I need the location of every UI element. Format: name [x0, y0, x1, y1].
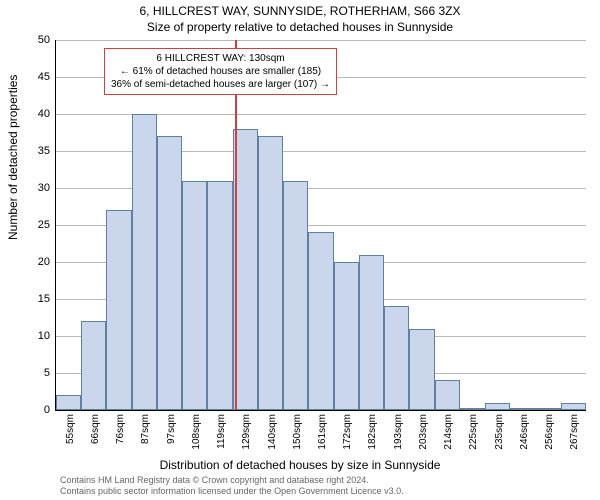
y-tick-label: 50: [38, 34, 50, 46]
x-tick-label: 119sqm: [216, 414, 227, 449]
gridline: [56, 40, 586, 41]
histogram-bar: [81, 321, 106, 410]
y-tick-label: 10: [38, 330, 50, 342]
x-tick-label: 256sqm: [544, 414, 555, 450]
histogram-bar: [258, 136, 283, 410]
x-tick-label: 55sqm: [65, 414, 76, 444]
histogram-bar: [56, 395, 81, 410]
y-tick-label: 30: [38, 182, 50, 194]
y-tick-label: 0: [44, 404, 50, 416]
x-tick-label: 235sqm: [494, 414, 505, 450]
chart-subtitle: Size of property relative to detached ho…: [0, 20, 600, 34]
y-tick-label: 45: [38, 71, 50, 83]
histogram-bar: [106, 210, 131, 410]
y-tick-label: 5: [44, 367, 50, 379]
x-tick-label: 76sqm: [115, 414, 126, 444]
plot-area: 0510152025303540455055sqm66sqm76sqm87sqm…: [55, 40, 586, 411]
histogram-bar: [485, 403, 510, 410]
chart-title-address: 6, HILLCREST WAY, SUNNYSIDE, ROTHERHAM, …: [0, 4, 600, 18]
histogram-bar: [308, 232, 333, 410]
property-marker-line: [235, 40, 237, 410]
x-tick-label: 193sqm: [393, 414, 404, 450]
chart-container: 6, HILLCREST WAY, SUNNYSIDE, ROTHERHAM, …: [0, 0, 600, 500]
x-tick-label: 214sqm: [443, 414, 454, 450]
x-tick-label: 108sqm: [191, 414, 202, 450]
annotation-line1: 6 HILLCREST WAY: 130sqm: [111, 52, 330, 65]
histogram-bar: [384, 306, 409, 410]
x-tick-label: 97sqm: [166, 414, 177, 444]
histogram-bar: [409, 329, 434, 410]
x-tick-label: 140sqm: [267, 414, 278, 450]
histogram-bar: [460, 408, 485, 410]
histogram-bar: [207, 181, 232, 410]
x-tick-label: 203sqm: [418, 414, 429, 450]
x-tick-label: 172sqm: [342, 414, 353, 450]
footer-line2: Contains public sector information licen…: [60, 486, 404, 497]
histogram-bar: [536, 408, 561, 410]
x-tick-label: 129sqm: [241, 414, 252, 450]
histogram-bar: [435, 380, 460, 410]
annotation-box: 6 HILLCREST WAY: 130sqm← 61% of detached…: [104, 48, 337, 95]
x-tick-label: 66sqm: [90, 414, 101, 444]
x-tick-label: 87sqm: [140, 414, 151, 444]
x-tick-label: 267sqm: [569, 414, 580, 450]
annotation-line2: ← 61% of detached houses are smaller (18…: [111, 65, 330, 78]
histogram-bar: [182, 181, 207, 410]
y-tick-label: 25: [38, 219, 50, 231]
x-tick-label: 161sqm: [317, 414, 328, 450]
histogram-bar: [510, 408, 535, 410]
y-tick-label: 20: [38, 256, 50, 268]
x-tick-label: 225sqm: [468, 414, 479, 450]
y-tick-label: 35: [38, 145, 50, 157]
histogram-bar: [334, 262, 359, 410]
histogram-bar: [561, 403, 586, 410]
y-tick-label: 15: [38, 293, 50, 305]
x-tick-label: 150sqm: [292, 414, 303, 450]
y-tick-label: 40: [38, 108, 50, 120]
annotation-line3: 36% of semi-detached houses are larger (…: [111, 78, 330, 91]
x-tick-label: 182sqm: [367, 414, 378, 450]
attribution-footer: Contains HM Land Registry data © Crown c…: [60, 475, 404, 497]
y-axis-label: Number of detached properties: [6, 75, 20, 240]
x-axis-label: Distribution of detached houses by size …: [0, 458, 600, 472]
histogram-bar: [132, 114, 157, 410]
histogram-bar: [283, 181, 308, 410]
histogram-bar: [157, 136, 182, 410]
x-tick-label: 246sqm: [519, 414, 530, 450]
histogram-bar: [359, 255, 384, 410]
footer-line1: Contains HM Land Registry data © Crown c…: [60, 475, 404, 486]
